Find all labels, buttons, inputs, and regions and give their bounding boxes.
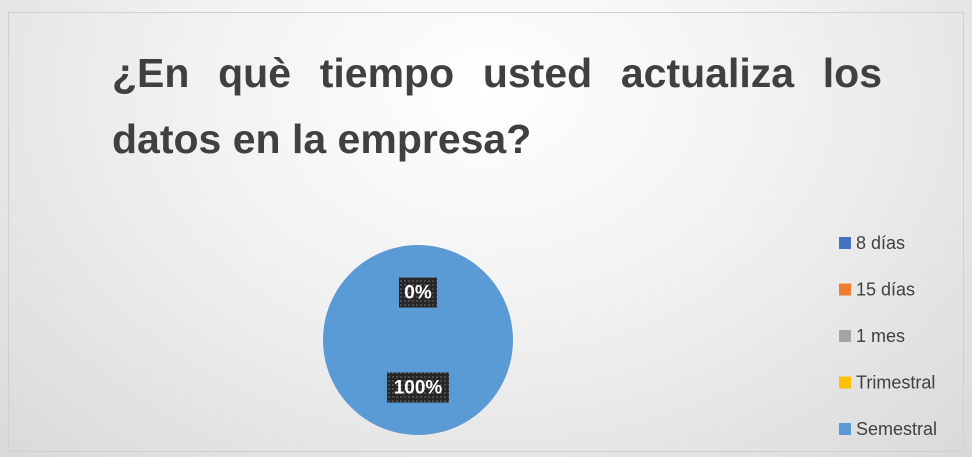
legend-label: 15 días bbox=[856, 279, 915, 299]
legend-label: Semestral bbox=[856, 419, 937, 439]
pie-slice bbox=[323, 245, 513, 435]
legend-swatch bbox=[839, 283, 851, 296]
legend-swatch bbox=[839, 376, 851, 389]
legend-swatch bbox=[839, 237, 851, 249]
data-label-box bbox=[387, 372, 449, 403]
legend-label: 1 mes bbox=[856, 326, 905, 346]
data-label: 0% bbox=[404, 283, 432, 304]
data-label-box bbox=[399, 277, 437, 308]
legend-label: Trimestral bbox=[856, 372, 935, 392]
chart-frame bbox=[8, 12, 964, 452]
chart-title: ¿En què tiempo usted actualiza los datos… bbox=[112, 50, 882, 162]
legend-swatch bbox=[839, 330, 851, 342]
legend-label: 8 días bbox=[856, 233, 905, 253]
data-label: 100% bbox=[394, 378, 443, 399]
legend-swatch bbox=[839, 423, 851, 435]
